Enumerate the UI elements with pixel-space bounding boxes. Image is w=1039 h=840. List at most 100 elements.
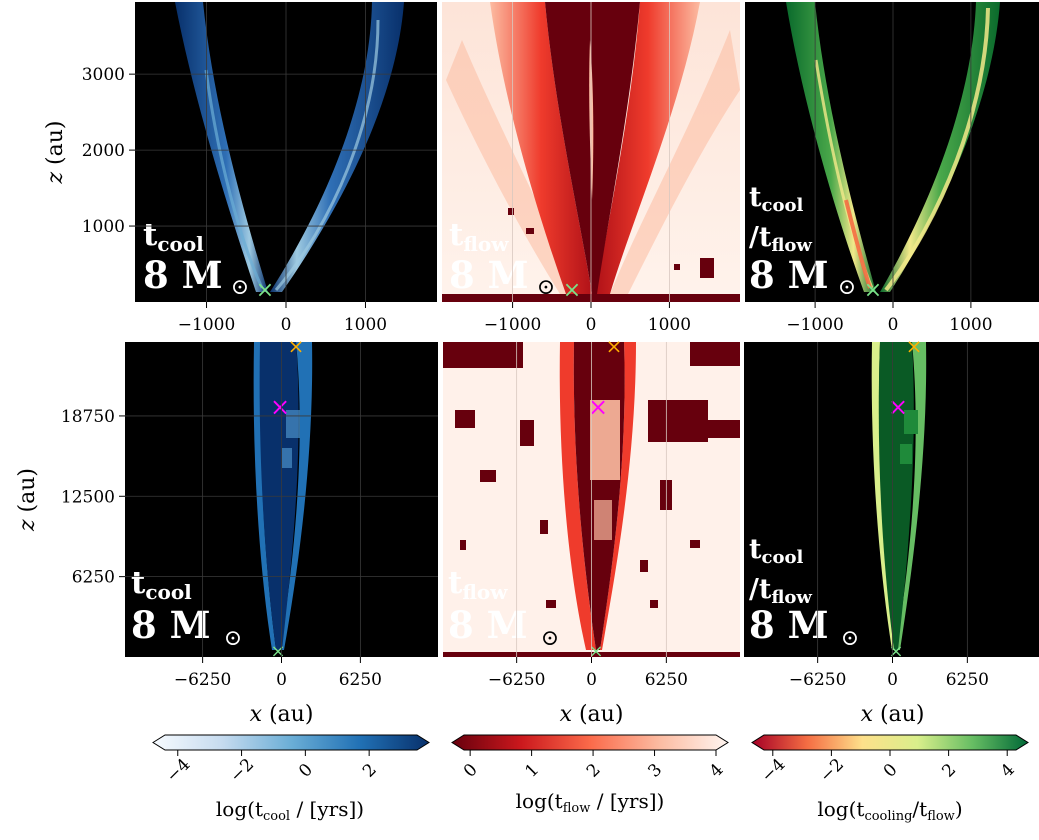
- mass-label-bottom-middle: 8 M: [448, 603, 528, 647]
- colorbar-flow-tick-label-2: 2: [583, 760, 605, 782]
- colorbar-flow-label: log(tflow / [yrs]): [516, 789, 665, 816]
- colorbar-flow-tick-label-0: 0: [460, 760, 482, 782]
- ylabel-bottom-left: z (au): [15, 468, 40, 532]
- label-tflow-bottom: tflow: [448, 565, 508, 604]
- colorbar-cool: −4 −2 0 2 log(tcool / [yrs]): [152, 734, 430, 824]
- xtick-label-top-middle-1: 0: [586, 315, 597, 335]
- flow-bottom-patch-11: [690, 540, 700, 548]
- green-x-marker-top-right: ×: [864, 278, 882, 303]
- sun-symbol-top-middle: ⊙: [537, 275, 555, 300]
- ytick-label-bottom-left-2: 18750: [61, 407, 115, 427]
- colorbar-ratio-tick-label-3: 2: [938, 760, 960, 782]
- flow-bottom-patch-6: [520, 420, 534, 446]
- green-x-marker-bottom-right: ×: [888, 641, 903, 662]
- green-x-marker-top-left: ×: [256, 278, 274, 303]
- magenta-x-marker-bottom-left: ×: [270, 393, 290, 421]
- colorbar-ratio-tick-label-1: −2: [816, 755, 848, 787]
- flow-faint-streak-right: [610, 30, 740, 294]
- mass-label-top-right: 8 M: [749, 253, 829, 297]
- ytick-label-top-left-0: 1000: [82, 217, 125, 237]
- xtick-label-top-right-2: 1000: [949, 315, 992, 335]
- label-ratio-top-line1: tcool: [749, 182, 803, 216]
- colorbar-cool-tick-label-3: 2: [359, 760, 381, 782]
- flow-wing-left: [490, 2, 592, 294]
- flow-wing-right: [596, 2, 700, 294]
- axes-top-middle: −1000 0 1000: [484, 2, 691, 335]
- heatmap-ratio-bottom: [871, 342, 927, 650]
- panel-top-middle: tflow 8 M ⊙ ×: [442, 2, 740, 303]
- colorbar-flow-tick-label-1: 1: [521, 760, 543, 782]
- label-ratio-top-line2: /tflow: [749, 222, 812, 256]
- flow-bottom-patch-3: [648, 400, 708, 442]
- cool-band-right-highlight: [274, 19, 380, 291]
- sun-symbol-bottom-left: ⊙: [224, 626, 242, 651]
- orange-x-marker-bottom-left: ×: [288, 334, 305, 358]
- xtick-label-bottom-right-0: −6250: [789, 670, 847, 690]
- heatmap-ratio-top: [786, 2, 1000, 292]
- ratio-band-right: [880, 2, 1000, 292]
- colorbar-cool-tick-label-0: −4: [163, 755, 195, 787]
- xtick-label-bottom-left-1: 0: [276, 670, 287, 690]
- label-ratio-bottom-line1: tcool: [749, 534, 803, 568]
- xtick-label-bottom-left-2: 6250: [339, 670, 382, 690]
- xtick-label-bottom-middle-1: 0: [586, 670, 597, 690]
- green-x-marker-top-middle: ×: [563, 278, 581, 303]
- flow-bottom-edge-right: [600, 342, 636, 650]
- panel-top-right: tcool /tflow 8 M ⊙ ×: [745, 2, 1039, 303]
- xtick-label-top-right-1: 0: [888, 315, 899, 335]
- mass-label-top-left: 8 M: [143, 253, 223, 297]
- ytick-label-bottom-left-1: 12500: [61, 487, 115, 507]
- colorbar-cool-tick-label-1: −2: [226, 755, 258, 787]
- green-x-marker-bottom-left: ×: [270, 641, 285, 662]
- xtick-label-top-left-1: 0: [281, 315, 292, 335]
- ylabel-top-left: z (au): [43, 120, 68, 184]
- flow-bottom-patch-7: [480, 470, 496, 482]
- flow-speck-1: [508, 208, 514, 215]
- mass-label-bottom-right: 8 M: [749, 603, 829, 647]
- xlabel-bottom-left: x (au): [250, 702, 314, 727]
- green-x-marker-bottom-middle: ×: [588, 641, 603, 662]
- mass-label-bottom-left: 8 M: [131, 603, 211, 647]
- flow-bottom-patch-12: [640, 560, 648, 572]
- ratio-band-left-orange: [844, 199, 872, 289]
- flow-speck-3: [700, 258, 714, 278]
- ytick-label-top-left-2: 3000: [82, 65, 125, 85]
- orange-x-marker-bottom-middle: ×: [606, 334, 623, 358]
- cool-bottom-blob-2: [282, 448, 292, 468]
- colorbar-cool-label: log(tcool / [yrs]): [216, 797, 364, 824]
- xtick-label-top-left-0: −1000: [178, 315, 236, 335]
- heatmap-flow-top: [442, 2, 740, 302]
- ratio-bottom-edge-left: [871, 342, 896, 650]
- axes-bottom-right: −6250 0 6250 x (au): [789, 342, 989, 727]
- label-tcool-top: tcool: [143, 217, 204, 256]
- ratio-bottom-blob-2: [900, 444, 912, 464]
- ratio-band-right-highlight: [884, 7, 990, 292]
- xtick-label-bottom-middle-0: −6250: [488, 670, 546, 690]
- magenta-x-marker-bottom-right: ×: [888, 393, 908, 421]
- xlabel-bottom-right: x (au): [861, 702, 925, 727]
- axes-bottom-left: −6250 0 6250 6250 12500 18750 x (au) z (au): [15, 342, 438, 727]
- xtick-label-bottom-middle-2: 6250: [645, 670, 688, 690]
- flow-bottom-patch-4: [706, 420, 740, 438]
- colorbar-cool-tick-label-2: 0: [295, 760, 317, 782]
- heatmap-flow-bottom: [443, 342, 740, 657]
- colorbar-flow-tick-label-3: 3: [644, 760, 666, 782]
- label-tflow-top: tflow: [449, 217, 509, 256]
- panel-bottom-right: tcool /tflow 8 M ⊙ × × ×: [744, 334, 1039, 662]
- colorbar-ratio-tick-label-4: 4: [997, 760, 1019, 782]
- magenta-x-marker-bottom-middle: ×: [588, 393, 608, 421]
- colorbar-flow-tick-label-4: 4: [706, 760, 728, 782]
- colorbar-ratio-label: log(tcooling/tflow): [817, 797, 962, 824]
- xtick-label-top-right-0: −1000: [786, 315, 844, 335]
- flow-bottom-patch-14: [650, 600, 658, 608]
- axes-top-right: −1000 0 1000: [786, 2, 993, 335]
- xtick-label-top-middle-0: −1000: [484, 315, 542, 335]
- xtick-label-bottom-left-0: −6250: [174, 670, 232, 690]
- flow-bottom-edge-left: [559, 342, 596, 650]
- axes-top-left: −1000 0 1000 1000 2000 3000 z (au): [43, 2, 437, 335]
- label-tcool-bottom: tcool: [131, 565, 192, 604]
- colorbar-flow: 0 1 2 3 4 log(tflow / [yrs]): [451, 734, 729, 816]
- flow-bottom-core-light-2: [594, 500, 612, 540]
- colorbar-ratio-tick-label-0: −4: [758, 755, 790, 787]
